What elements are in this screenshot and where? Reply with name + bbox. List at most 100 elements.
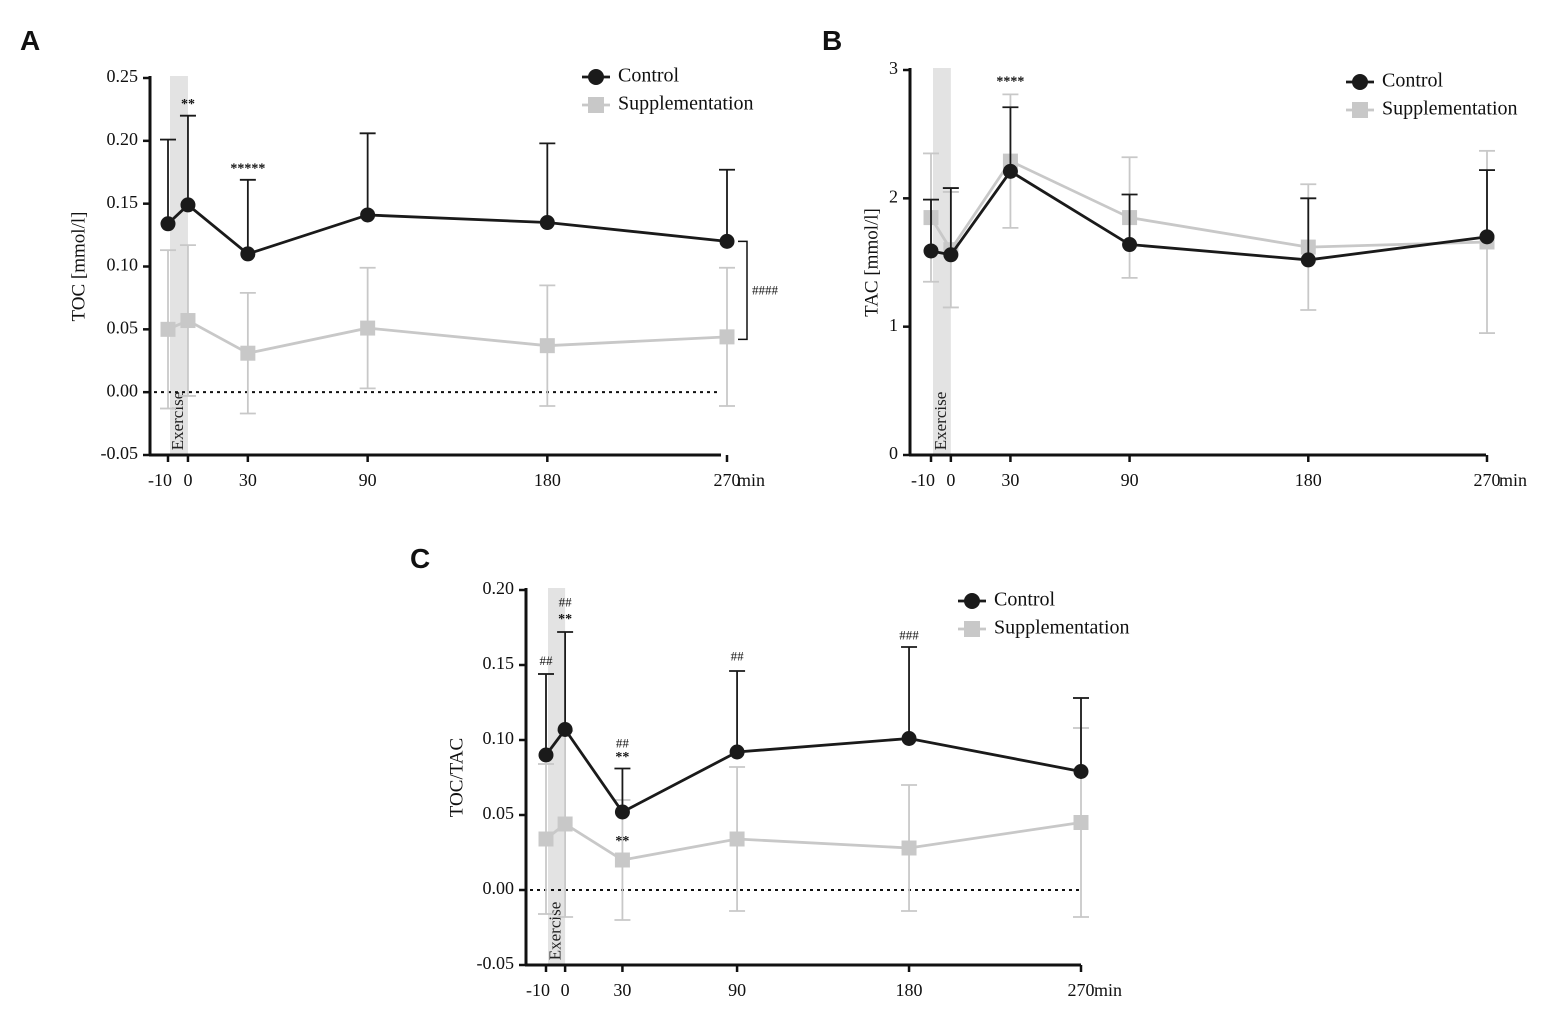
data-point	[1073, 815, 1089, 830]
data-point	[923, 243, 939, 259]
y-axis-title: TAC [mmol/l]	[861, 208, 882, 317]
panel-b: B Exercise 0 1 2 3 TAC [mmol/l] -10 0 30 90 180 270m…	[822, 25, 1527, 490]
series-line	[930, 169, 1488, 262]
y-tick-label: 0.25	[107, 66, 139, 86]
legend-marker	[1352, 74, 1368, 90]
data-point	[538, 831, 554, 847]
series-supplementation	[538, 727, 1089, 921]
x-axis-unit: min	[737, 470, 765, 490]
exercise-label: Exercise	[931, 392, 950, 451]
x-axis-unit: min	[1499, 470, 1527, 490]
data-point	[901, 731, 917, 746]
series-supplementation	[923, 93, 1495, 334]
legend-label: Supplementation	[994, 617, 1130, 639]
data-point	[943, 247, 959, 263]
x-tick-label: 0	[183, 470, 192, 490]
data-point	[538, 747, 554, 763]
exercise-band	[170, 76, 188, 455]
exercise-label: Exercise	[168, 392, 187, 451]
y-tick-label: 0	[889, 443, 898, 463]
y-tick-label: 1	[889, 315, 898, 335]
data-point	[240, 345, 256, 361]
y-axis-title: TOC [mmol/l]	[68, 212, 89, 322]
panel-a: A Exercise -0.05 0.00 0.05 0.10 0.15 0.20 0.25 TO…	[20, 25, 779, 490]
x-tick-label: 270	[1068, 980, 1095, 1000]
x-tick-label: 270	[1474, 470, 1501, 490]
exercise-band	[933, 68, 951, 455]
data-point	[719, 233, 735, 249]
data-point	[557, 816, 573, 832]
x-tick-label: 180	[534, 470, 561, 490]
significance-label: ##	[731, 649, 745, 664]
x-tick-label: 180	[896, 980, 923, 1000]
data-point	[1073, 764, 1089, 779]
y-tick-label: 0.00	[483, 878, 515, 898]
y-axis-title: TOC/TAC	[446, 738, 467, 817]
legend-marker	[588, 97, 604, 113]
x-tick-label: -10	[148, 470, 172, 490]
significance-label: ##	[559, 595, 573, 610]
series-control	[538, 631, 1089, 820]
legend-label: Control	[994, 589, 1056, 611]
x-tick-label: 270	[714, 470, 741, 490]
significance-label: *****	[230, 161, 265, 176]
data-point	[614, 804, 630, 820]
series-supplementation	[160, 244, 735, 415]
x-tick-label: 30	[1001, 470, 1019, 490]
legend-label: Control	[618, 65, 680, 87]
x-tick-label: 0	[561, 980, 570, 1000]
data-point	[360, 207, 376, 223]
data-point	[160, 321, 176, 337]
significance-label: ###	[899, 628, 919, 643]
series-control	[160, 114, 735, 262]
significance-label: ##	[616, 736, 630, 751]
data-point	[719, 329, 735, 345]
y-tick-label: 0.10	[107, 255, 139, 275]
data-point	[180, 197, 196, 213]
legend-marker	[1352, 102, 1368, 118]
data-point	[1122, 237, 1138, 253]
data-point	[901, 840, 917, 856]
x-tick-label: 30	[613, 980, 631, 1000]
data-point	[614, 852, 630, 868]
y-tick-label: 0.15	[107, 192, 139, 212]
significance-label: ##	[540, 653, 554, 668]
legend-marker	[964, 593, 980, 609]
y-tick-label: 3	[889, 58, 898, 78]
series-control	[923, 106, 1495, 268]
panel-c: C Exercise -0.05 0.00 0.05 0.10 0.15 0.20 TOC/TA…	[410, 543, 1130, 1000]
y-tick-label: 2	[889, 186, 898, 206]
legend-label: Supplementation	[618, 93, 754, 115]
x-axis-unit: min	[1094, 980, 1122, 1000]
data-point	[160, 216, 176, 232]
bracket-label: ####	[752, 282, 779, 297]
significance-label: **	[615, 750, 629, 765]
x-tick-label: 30	[239, 470, 257, 490]
panel-letter: A	[20, 25, 40, 56]
data-point	[360, 320, 376, 336]
data-point	[729, 744, 745, 760]
panel-letter: C	[410, 543, 430, 574]
y-tick-label: 0.05	[107, 317, 139, 337]
x-tick-label: 90	[359, 470, 377, 490]
legend-label: Supplementation	[1382, 98, 1518, 120]
y-tick-label: -0.05	[101, 443, 139, 463]
x-tick-label: 0	[946, 470, 955, 490]
series-line	[167, 203, 728, 256]
y-tick-label: 0.05	[483, 803, 515, 823]
x-tick-label: -10	[911, 470, 935, 490]
exercise-label: Exercise	[545, 902, 564, 961]
y-tick-label: 0.10	[483, 728, 515, 748]
data-point	[539, 338, 555, 354]
significance-label: **	[615, 834, 629, 849]
x-tick-label: 90	[728, 980, 746, 1000]
y-tick-label: 0.15	[483, 653, 515, 673]
legend-marker	[964, 621, 980, 637]
x-tick-label: 90	[1121, 470, 1139, 490]
significance-label: **	[181, 97, 195, 112]
x-tick-label: 180	[1295, 470, 1322, 490]
panel-letter: B	[822, 25, 842, 56]
significance-label: ****	[996, 74, 1024, 89]
legend-label: Control	[1382, 70, 1444, 92]
